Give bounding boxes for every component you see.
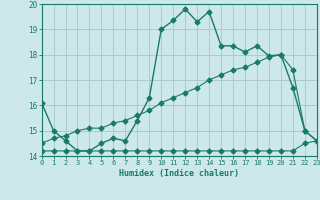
X-axis label: Humidex (Indice chaleur): Humidex (Indice chaleur) [119,169,239,178]
